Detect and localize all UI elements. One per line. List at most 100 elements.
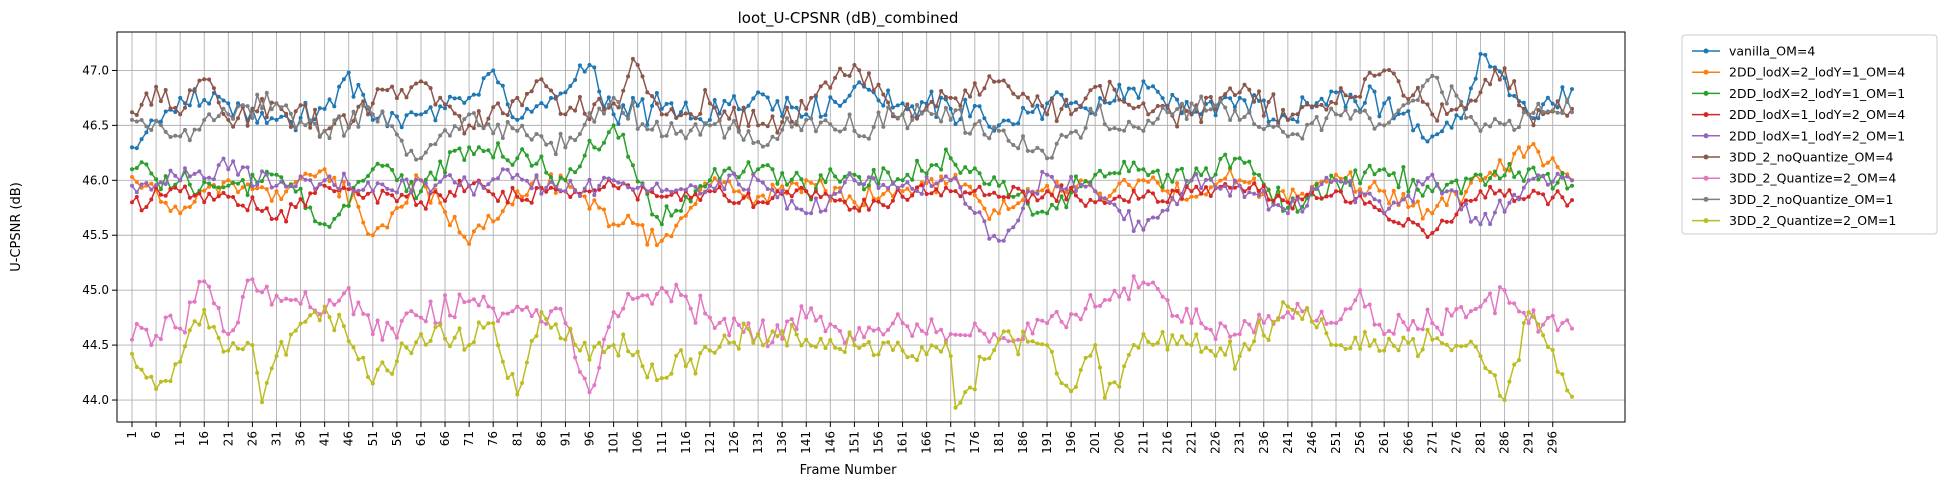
data-point — [1526, 167, 1531, 172]
data-point — [1189, 189, 1194, 194]
data-point — [419, 315, 423, 320]
data-point — [1045, 211, 1050, 216]
x-tick-label: 56 — [390, 431, 404, 446]
data-point — [1464, 189, 1468, 194]
data-point — [1001, 336, 1006, 340]
data-point — [1021, 134, 1025, 139]
data-point — [1136, 345, 1141, 350]
data-point — [789, 105, 794, 110]
data-point — [862, 335, 866, 340]
data-point — [1550, 348, 1555, 352]
legend-label: 3DD_2_noQuantize_OM=4 — [1729, 150, 1894, 165]
data-point — [1165, 189, 1170, 194]
data-point — [1281, 107, 1285, 112]
data-point — [852, 172, 857, 177]
data-point — [1257, 125, 1261, 129]
data-point — [717, 178, 722, 183]
data-point — [1338, 176, 1343, 181]
data-point — [414, 196, 419, 201]
data-point — [669, 192, 674, 197]
x-tick-label: 6 — [149, 431, 163, 439]
data-point — [659, 286, 664, 290]
data-point — [409, 351, 414, 356]
data-point — [158, 99, 163, 104]
data-point — [496, 319, 500, 324]
data-point — [943, 174, 948, 179]
data-point — [274, 101, 279, 106]
data-point — [414, 173, 419, 178]
data-point — [380, 360, 385, 365]
data-point — [823, 191, 828, 196]
data-point — [963, 97, 968, 102]
data-point — [943, 105, 948, 110]
data-point — [1526, 178, 1531, 183]
data-point — [1348, 200, 1353, 205]
data-point — [1377, 348, 1382, 353]
data-point — [611, 101, 616, 106]
data-point — [1242, 195, 1247, 199]
data-point — [317, 169, 322, 174]
data-point — [178, 134, 183, 139]
data-point — [183, 184, 187, 189]
data-point — [467, 242, 472, 246]
data-point — [366, 375, 370, 379]
data-point — [1040, 148, 1045, 153]
data-point — [1122, 286, 1127, 291]
data-point — [1252, 176, 1257, 181]
data-point — [1242, 180, 1247, 184]
data-point — [544, 321, 549, 326]
data-point — [1030, 212, 1035, 217]
data-point — [1112, 288, 1117, 293]
data-point — [187, 195, 192, 200]
data-point — [746, 191, 751, 196]
data-point — [346, 339, 351, 344]
data-point — [1131, 343, 1136, 347]
data-point — [813, 129, 818, 134]
data-point — [1040, 104, 1045, 108]
data-point — [515, 95, 520, 100]
data-point — [799, 190, 804, 195]
data-point — [1507, 118, 1512, 123]
data-point — [915, 116, 919, 121]
data-point — [1507, 188, 1512, 193]
data-point — [900, 321, 905, 326]
data-point — [1054, 90, 1059, 95]
data-point — [1281, 189, 1285, 194]
data-point — [1117, 194, 1122, 199]
data-point — [1223, 152, 1228, 157]
data-point — [756, 90, 761, 95]
data-point — [1242, 82, 1247, 87]
data-point — [1160, 294, 1165, 299]
data-point — [231, 341, 236, 346]
data-point — [881, 166, 886, 171]
data-point — [476, 123, 481, 128]
data-point — [1194, 307, 1199, 312]
data-point — [847, 194, 852, 199]
data-point — [207, 175, 212, 180]
data-point — [910, 117, 915, 122]
data-point — [717, 111, 722, 116]
data-point — [1329, 342, 1334, 347]
data-point — [370, 101, 375, 106]
data-point — [1073, 312, 1078, 317]
data-point — [1064, 190, 1069, 195]
data-point — [356, 104, 361, 109]
data-point — [683, 100, 688, 105]
data-point — [443, 106, 447, 111]
data-point — [939, 178, 944, 183]
data-point — [356, 82, 361, 87]
data-point — [486, 321, 491, 326]
data-point — [1367, 84, 1372, 89]
data-point — [871, 176, 876, 181]
data-point — [284, 111, 289, 116]
data-point — [264, 172, 269, 177]
data-point — [544, 104, 549, 109]
data-point — [284, 103, 289, 108]
data-point — [1189, 321, 1194, 326]
data-point — [703, 121, 708, 126]
data-point — [717, 344, 722, 349]
data-point — [1155, 286, 1160, 291]
data-point — [616, 186, 621, 191]
data-point — [1223, 184, 1228, 189]
